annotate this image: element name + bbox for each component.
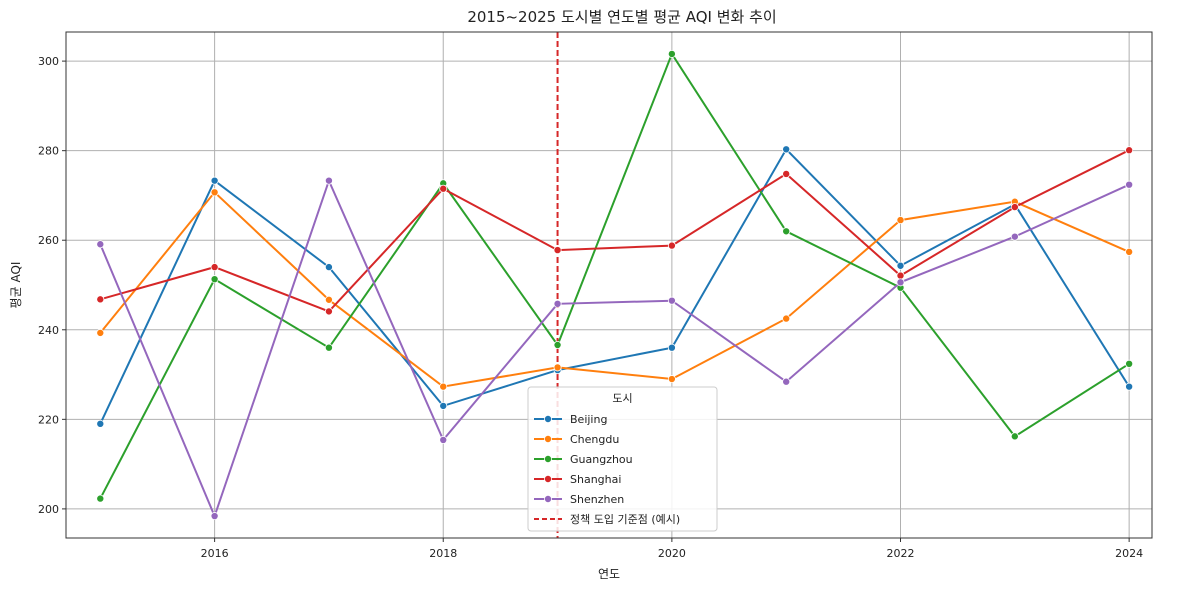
- data-point-shanghai: [782, 169, 791, 178]
- data-point-shenzhen: [1010, 232, 1019, 241]
- series-layer: [96, 49, 1134, 521]
- legend-label: Shenzhen: [570, 493, 624, 506]
- legend: 도시 Beijing Chengdu Guangzhou Shanghai Shenzhe…: [527, 386, 718, 532]
- data-point-guangzhou: [1010, 432, 1019, 441]
- legend-title: 도시: [612, 392, 632, 405]
- y-tick-label: 280: [38, 145, 59, 158]
- legend-item: Shanghai: [534, 473, 621, 486]
- data-point-shanghai: [896, 271, 905, 280]
- data-point-chengdu: [439, 382, 448, 391]
- series-line-beijing: [99, 147, 1130, 425]
- data-point-chengdu: [324, 295, 333, 304]
- series-line-shenzhen: [99, 177, 1130, 519]
- data-point-beijing: [1125, 382, 1134, 391]
- legend-swatch-marker: [544, 454, 553, 463]
- data-point-guangzhou: [96, 494, 105, 503]
- data-point-guangzhou: [324, 343, 333, 352]
- series-line-guangzhou: [99, 51, 1130, 500]
- legend-swatch-marker: [544, 494, 553, 503]
- data-point-beijing: [439, 401, 448, 410]
- legend-box: [527, 386, 718, 532]
- series-line-chengdu: [99, 190, 1130, 388]
- ticks: 2016 2018 2020 2022 2024 200 220 240 260 280 300: [38, 55, 1143, 560]
- series-beijing: [96, 145, 1134, 428]
- legend-label: Chengdu: [570, 433, 619, 446]
- y-tick-label: 260: [38, 234, 59, 247]
- x-tick-label: 2016: [201, 547, 229, 560]
- data-point-shenzhen: [324, 176, 333, 185]
- data-point-guangzhou: [553, 341, 562, 350]
- series-guangzhou: [96, 49, 1134, 503]
- data-point-shenzhen: [439, 435, 448, 444]
- legend-item: Guangzhou: [534, 453, 633, 466]
- data-point-shenzhen: [1125, 180, 1134, 189]
- x-axis-label: 연도: [598, 567, 620, 581]
- data-point-shenzhen: [553, 299, 562, 308]
- data-point-chengdu: [210, 188, 219, 197]
- data-point-beijing: [210, 176, 219, 185]
- plot-frame: [65, 31, 1153, 539]
- data-point-shanghai: [553, 246, 562, 255]
- data-point-chengdu: [782, 314, 791, 323]
- data-point-shanghai: [1125, 146, 1134, 155]
- chart-title: 2015~2025 도시별 연도별 평균 AQI 변화 추이: [467, 8, 776, 26]
- y-tick-label: 300: [38, 55, 59, 68]
- data-point-guangzhou: [667, 49, 676, 58]
- legend-item: Shenzhen: [534, 493, 624, 506]
- y-tick-label: 220: [38, 413, 59, 426]
- data-point-shanghai: [96, 295, 105, 304]
- data-point-shenzhen: [667, 296, 676, 305]
- y-tick-label: 200: [38, 503, 59, 516]
- data-point-shanghai: [1010, 203, 1019, 212]
- y-tick-label: 240: [38, 324, 59, 337]
- data-point-chengdu: [553, 363, 562, 372]
- legend-label: Beijing: [570, 413, 607, 426]
- data-point-beijing: [896, 261, 905, 270]
- data-point-shanghai: [324, 307, 333, 316]
- series-shenzhen: [96, 176, 1134, 521]
- data-point-guangzhou: [782, 227, 791, 236]
- legend-item: Chengdu: [534, 433, 619, 446]
- legend-item: 정책 도입 기준점 (예시): [534, 513, 680, 526]
- data-point-chengdu: [896, 216, 905, 225]
- data-point-chengdu: [1125, 247, 1134, 256]
- data-point-shenzhen: [896, 278, 905, 287]
- y-axis-label: 평균 AQI: [9, 262, 23, 309]
- data-point-guangzhou: [1125, 359, 1134, 368]
- data-point-shenzhen: [210, 512, 219, 521]
- series-line-shanghai: [100, 149, 1130, 313]
- data-point-guangzhou: [210, 275, 219, 284]
- legend-swatch-marker: [544, 434, 553, 443]
- data-point-beijing: [324, 263, 333, 272]
- x-tick-label: 2022: [887, 547, 915, 560]
- x-tick-label: 2018: [429, 547, 457, 560]
- data-point-shanghai: [439, 184, 448, 193]
- data-point-shanghai: [210, 263, 219, 272]
- legend-label: 정책 도입 기준점 (예시): [570, 513, 680, 526]
- legend-label: Shanghai: [570, 473, 621, 486]
- data-point-beijing: [782, 145, 791, 154]
- legend-label: Guangzhou: [570, 453, 633, 466]
- series-shanghai: [96, 146, 1134, 316]
- legend-swatch-marker: [544, 474, 553, 483]
- legend-swatch-marker: [544, 414, 553, 423]
- data-point-shenzhen: [782, 377, 791, 386]
- x-tick-label: 2020: [658, 547, 686, 560]
- legend-item: Beijing: [534, 413, 607, 426]
- data-point-shenzhen: [96, 240, 105, 249]
- data-point-chengdu: [667, 375, 676, 384]
- data-point-chengdu: [96, 328, 105, 337]
- series-chengdu: [96, 188, 1134, 391]
- x-tick-label: 2024: [1115, 547, 1143, 560]
- data-point-beijing: [667, 343, 676, 352]
- data-point-shanghai: [667, 241, 676, 250]
- data-point-beijing: [96, 419, 105, 428]
